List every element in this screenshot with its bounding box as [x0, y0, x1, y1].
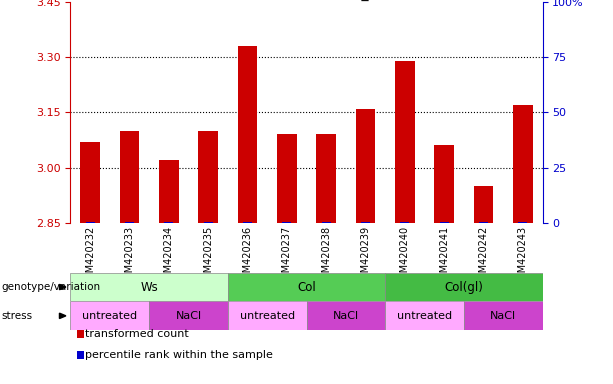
Bar: [361, 222, 370, 223]
Bar: [356, 109, 375, 223]
Bar: [513, 105, 533, 223]
Bar: [435, 146, 454, 223]
Text: untreated: untreated: [240, 311, 295, 321]
Bar: [204, 222, 213, 223]
Text: transformed count: transformed count: [85, 329, 189, 339]
Text: percentile rank within the sample: percentile rank within the sample: [85, 350, 273, 360]
Bar: [149, 301, 228, 330]
Bar: [306, 301, 385, 330]
Bar: [385, 301, 464, 330]
Text: NaCl: NaCl: [175, 311, 202, 321]
Bar: [400, 222, 409, 223]
Bar: [70, 273, 228, 301]
Title: GDS3927 / 263312_at: GDS3927 / 263312_at: [230, 0, 383, 1]
Bar: [440, 222, 449, 223]
Text: untreated: untreated: [82, 311, 137, 321]
Bar: [316, 134, 336, 223]
Text: untreated: untreated: [397, 311, 452, 321]
Bar: [474, 186, 493, 223]
Bar: [199, 131, 218, 223]
Text: genotype/variation: genotype/variation: [1, 282, 101, 292]
Bar: [70, 301, 149, 330]
Text: stress: stress: [1, 311, 32, 321]
Bar: [283, 222, 291, 223]
Text: NaCl: NaCl: [490, 311, 516, 321]
Bar: [159, 160, 178, 223]
Text: Ws: Ws: [140, 281, 158, 293]
Bar: [519, 222, 527, 223]
Bar: [322, 222, 330, 223]
Text: Col(gl): Col(gl): [444, 281, 483, 293]
Bar: [243, 222, 252, 223]
Bar: [164, 222, 173, 223]
Bar: [479, 222, 488, 223]
Text: NaCl: NaCl: [333, 311, 359, 321]
Bar: [80, 142, 100, 223]
Bar: [238, 46, 257, 223]
Bar: [228, 301, 306, 330]
Bar: [86, 222, 94, 223]
Bar: [228, 273, 385, 301]
Bar: [395, 61, 414, 223]
Text: Col: Col: [297, 281, 316, 293]
Bar: [277, 134, 297, 223]
Bar: [464, 301, 543, 330]
Bar: [125, 222, 134, 223]
Bar: [385, 273, 543, 301]
Bar: [120, 131, 139, 223]
